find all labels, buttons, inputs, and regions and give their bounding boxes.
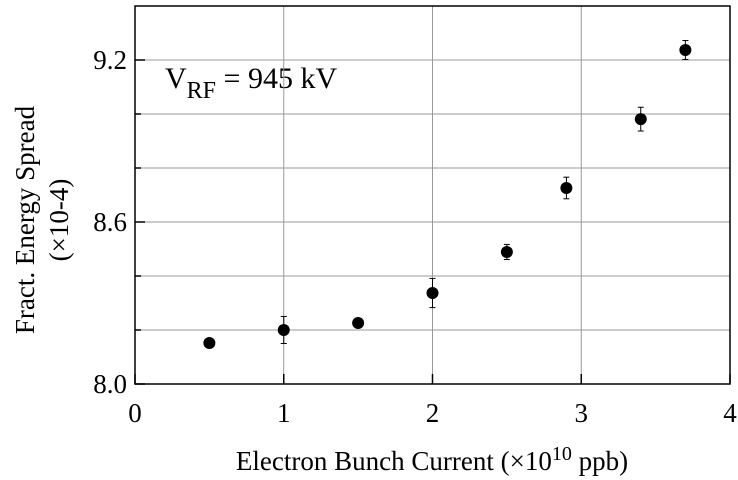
- data-point: [426, 287, 439, 300]
- data-point: [500, 245, 513, 258]
- annotation: VRF = 945 kV: [165, 62, 337, 104]
- annotation-rest: = 945 kV: [216, 62, 337, 95]
- annotation-main: V: [165, 62, 187, 95]
- y-tick-label: 9.2: [93, 45, 127, 75]
- data-point: [560, 181, 573, 194]
- y-tick-label: 8.0: [93, 369, 127, 399]
- plot-frame: [134, 5, 731, 385]
- x-tick-label: 2: [426, 398, 440, 428]
- data-point: [277, 324, 290, 336]
- y-axis-label: Fract. Energy Spread: [10, 105, 40, 334]
- y-tick-label: 8.6: [93, 207, 127, 237]
- annotation-subscript: RF: [187, 78, 216, 104]
- x-tick-label: 1: [277, 398, 291, 428]
- data-point: [679, 44, 692, 57]
- x-tick-label: 4: [723, 398, 737, 428]
- y-axis-label: (×10-4): [44, 179, 74, 262]
- data-point: [352, 316, 365, 329]
- data-point: [203, 336, 216, 349]
- x-label-rest: ppb): [572, 446, 628, 476]
- x-axis-label: Electron Bunch Current (×1010 ppb): [236, 443, 628, 476]
- x-tick-label: 0: [128, 398, 142, 428]
- x-tick-label: 3: [575, 398, 589, 428]
- x-label-main: Electron Bunch Current (×10: [236, 446, 552, 476]
- data-point: [634, 113, 647, 126]
- x-label-superscript: 10: [552, 443, 572, 465]
